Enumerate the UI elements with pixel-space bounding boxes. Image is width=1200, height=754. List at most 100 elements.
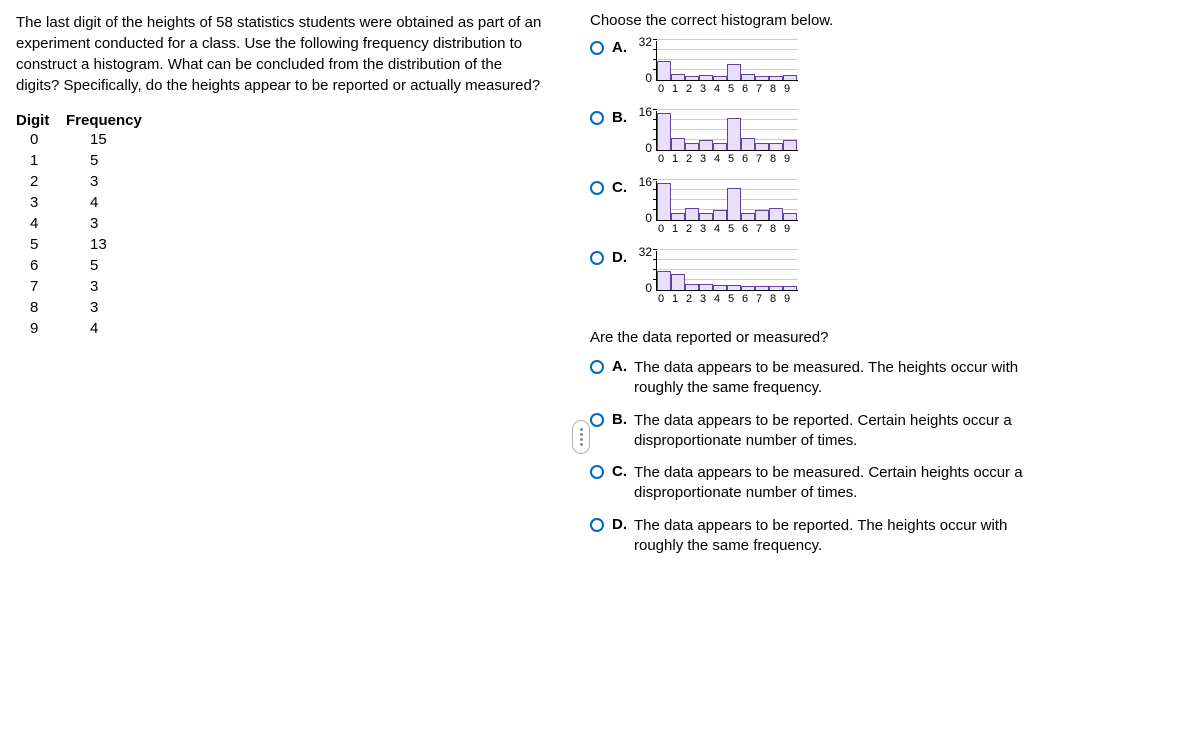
radio-button[interactable] <box>590 111 604 125</box>
x-tick-label: 6 <box>738 83 752 95</box>
x-tick-label: 4 <box>710 153 724 165</box>
option-label: D. <box>612 249 634 266</box>
histogram-bar <box>769 286 783 290</box>
histogram-bar <box>741 286 755 290</box>
y-min-label: 0 <box>645 71 652 85</box>
histogram-bar <box>769 76 783 80</box>
table-row: 83 <box>16 297 544 318</box>
frequency-cell: 4 <box>66 192 156 213</box>
text-option[interactable]: A.The data appears to be measured. The h… <box>590 358 1180 399</box>
dot-icon <box>580 433 583 436</box>
option-label: A. <box>612 39 634 56</box>
histogram-bar <box>783 140 797 150</box>
panel-divider-handle[interactable] <box>572 420 590 454</box>
radio-button[interactable] <box>590 413 604 427</box>
digit-cell: 4 <box>16 213 66 234</box>
radio-button[interactable] <box>590 360 604 374</box>
frequency-cell: 3 <box>66 213 156 234</box>
x-tick-label: 7 <box>752 83 766 95</box>
frequency-cell: 5 <box>66 150 156 171</box>
x-tick-label: 6 <box>738 293 752 305</box>
x-tick-label: 4 <box>710 223 724 235</box>
histogram-bar <box>769 143 783 151</box>
x-tick-label: 0 <box>654 83 668 95</box>
frequency-cell: 15 <box>66 129 156 150</box>
histogram-bar <box>727 188 741 221</box>
histogram-bar <box>699 75 713 80</box>
x-axis-labels: 0123456789 <box>654 83 804 95</box>
x-tick-label: 0 <box>654 153 668 165</box>
plot-area <box>656 41 798 81</box>
dot-icon <box>580 443 583 446</box>
frequency-cell: 5 <box>66 255 156 276</box>
histogram-option[interactable]: C.1600123456789 <box>590 179 1180 241</box>
digit-cell: 2 <box>16 171 66 192</box>
x-tick-label: 0 <box>654 223 668 235</box>
x-tick-label: 1 <box>668 293 682 305</box>
table-row: 015 <box>16 129 544 150</box>
histogram-bar <box>657 113 671 151</box>
option-label: A. <box>612 358 634 375</box>
frequency-cell: 13 <box>66 234 156 255</box>
digit-cell: 3 <box>16 192 66 213</box>
histogram-bar <box>713 76 727 80</box>
x-tick-label: 8 <box>766 153 780 165</box>
frequency-cell: 3 <box>66 276 156 297</box>
radio-button[interactable] <box>590 41 604 55</box>
digit-cell: 1 <box>16 150 66 171</box>
x-tick-label: 4 <box>710 293 724 305</box>
gridline <box>657 59 798 60</box>
digit-cell: 7 <box>16 276 66 297</box>
y-tick <box>653 269 657 270</box>
x-tick-label: 7 <box>752 223 766 235</box>
table-row: 23 <box>16 171 544 192</box>
x-tick-label: 5 <box>724 153 738 165</box>
x-tick-label: 6 <box>738 153 752 165</box>
gridline <box>657 109 798 110</box>
table-row: 43 <box>16 213 544 234</box>
text-option[interactable]: C.The data appears to be measured. Certa… <box>590 463 1180 504</box>
histogram-option[interactable]: B.1600123456789 <box>590 109 1180 171</box>
y-max-label: 32 <box>639 245 652 259</box>
header-digit: Digit <box>16 112 66 129</box>
option-label: B. <box>612 411 634 428</box>
option-label: C. <box>612 179 634 196</box>
y-tick <box>653 259 657 260</box>
frequency-cell: 3 <box>66 171 156 192</box>
option-label: D. <box>612 516 634 533</box>
gridline <box>657 49 798 50</box>
y-tick <box>653 249 657 250</box>
histogram-bar <box>657 271 671 290</box>
histogram-option[interactable]: D.3200123456789 <box>590 249 1180 311</box>
histogram-bar <box>685 143 699 151</box>
x-tick-label: 3 <box>696 153 710 165</box>
histogram-bar <box>699 140 713 150</box>
table-row: 65 <box>16 255 544 276</box>
histogram-option[interactable]: A.3200123456789 <box>590 39 1180 101</box>
x-tick-label: 1 <box>668 223 682 235</box>
radio-button[interactable] <box>590 465 604 479</box>
radio-button[interactable] <box>590 181 604 195</box>
y-min-label: 0 <box>645 141 652 155</box>
histogram-chart: 3200123456789 <box>634 39 814 101</box>
text-option[interactable]: B.The data appears to be reported. Certa… <box>590 411 1180 452</box>
radio-button[interactable] <box>590 251 604 265</box>
histogram-bar <box>783 286 797 290</box>
histogram-bar <box>713 143 727 151</box>
histogram-bar <box>671 274 685 290</box>
histogram-bar <box>685 208 699 221</box>
y-max-label: 32 <box>639 35 652 49</box>
x-tick-label: 9 <box>780 293 794 305</box>
text-option[interactable]: D.The data appears to be reported. The h… <box>590 516 1180 557</box>
histogram-bar <box>685 76 699 80</box>
histogram-chart: 1600123456789 <box>634 109 814 171</box>
y-max-label: 16 <box>639 175 652 189</box>
radio-button[interactable] <box>590 518 604 532</box>
dot-icon <box>580 438 583 441</box>
histogram-bar <box>783 75 797 80</box>
x-tick-label: 0 <box>654 293 668 305</box>
histogram-bar <box>755 143 769 151</box>
y-min-label: 0 <box>645 281 652 295</box>
plot-area <box>656 111 798 151</box>
x-tick-label: 4 <box>710 83 724 95</box>
